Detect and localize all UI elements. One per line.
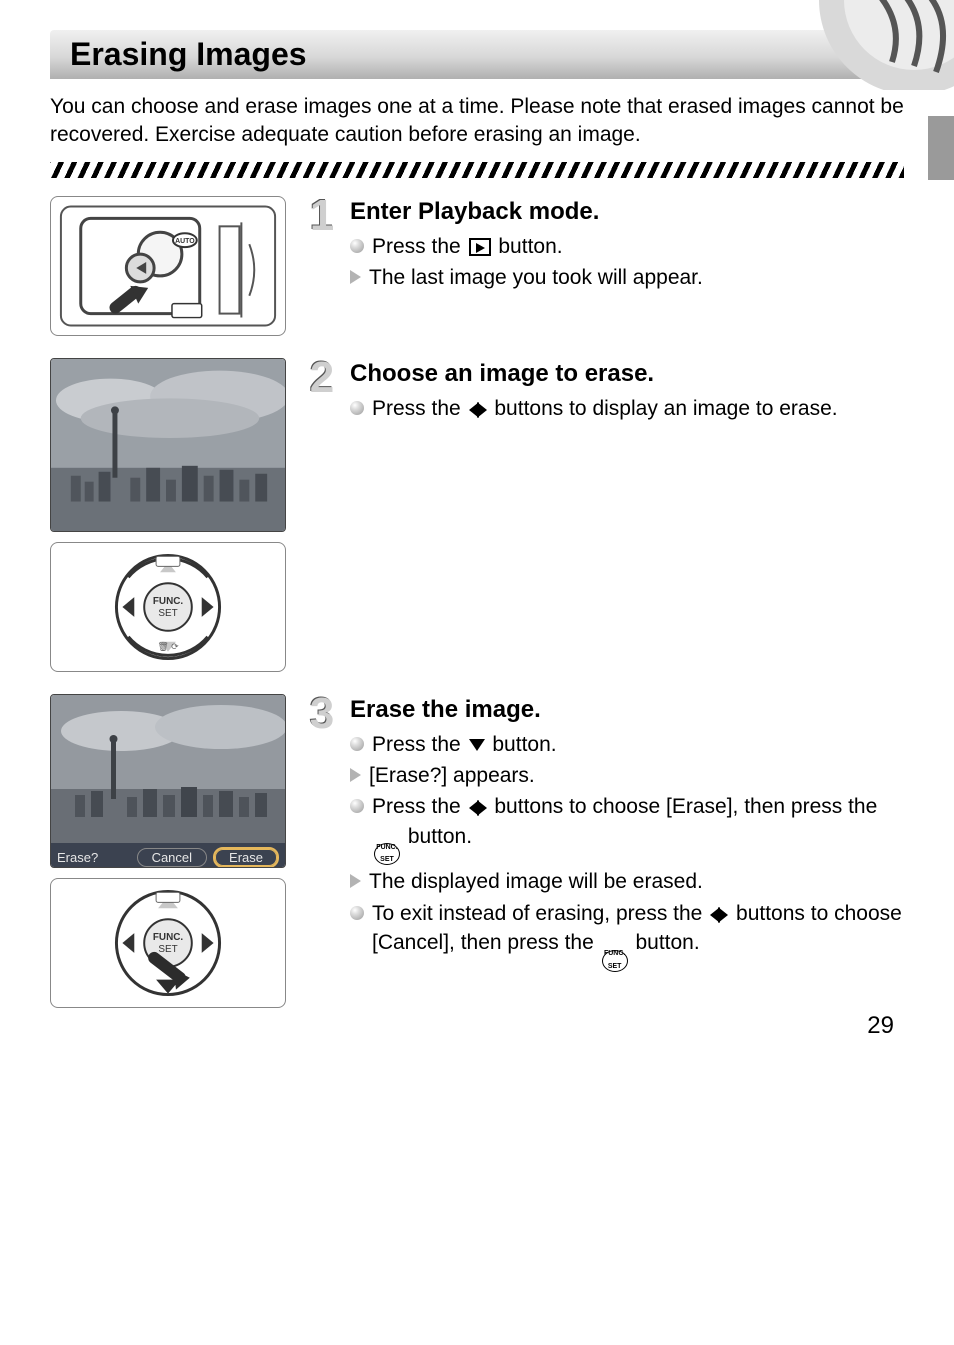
result-triangle-icon (350, 874, 361, 888)
text-fragment: Press the (372, 733, 467, 756)
text-fragment: button. (630, 931, 700, 954)
result-triangle-icon (350, 270, 361, 284)
bullet-icon (350, 799, 364, 813)
step-1-title: Enter Playback mode. (350, 198, 904, 226)
svg-text:FUNC.: FUNC. (153, 932, 184, 943)
side-tab (928, 116, 954, 180)
step-3-line-5: To exit instead of erasing, press the bu… (350, 899, 904, 972)
result-triangle-icon (350, 768, 361, 782)
step-1-line-1: Press the button. (350, 232, 904, 261)
step-1-line-2: The last image you took will appear. (350, 263, 904, 292)
erase-button[interactable]: Erase (213, 847, 279, 868)
text-fragment: button. (402, 825, 472, 848)
func-set-icon: FUNC.SET (374, 843, 400, 865)
step-number-1: 1 (304, 194, 340, 238)
bullet-icon (350, 906, 364, 920)
page-number: 29 (867, 1012, 894, 1040)
step-3-line-3: Press the buttons to choose [Erase], the… (350, 792, 904, 865)
text-fragment: Press the (372, 795, 467, 818)
step-3-line-4: The displayed image will be erased. (350, 867, 904, 896)
step-3-title: Erase the image. (350, 696, 904, 724)
text-fragment: buttons to choose [Erase], then press th… (489, 795, 878, 818)
text-fragment: button. (493, 235, 563, 258)
text-fragment: The displayed image will be erased. (369, 867, 904, 896)
dial-diagram-down-thumbnail: FUNC. SET (50, 878, 286, 1008)
svg-text:AUTO: AUTO (175, 238, 195, 245)
step-1: AUTO 1 Enter Playback mode. Press the bu… (50, 196, 904, 346)
cancel-button[interactable]: Cancel (137, 848, 207, 867)
svg-text:SET: SET (158, 944, 177, 955)
step-2: FUNC. SET 🗑 ⟳ 2 Choose an image to erase… (50, 358, 904, 682)
intro-paragraph: You can choose and erase images one at a… (50, 93, 904, 150)
text-fragment: To exit instead of erasing, press the (372, 902, 708, 925)
left-right-icon (710, 907, 728, 923)
step-3-line-2: [Erase?] appears. (350, 761, 904, 790)
left-right-icon (469, 800, 487, 816)
erase-confirm-bar: Erase? Cancel Erase (51, 843, 285, 868)
section-header: Erasing Images (50, 30, 904, 79)
bullet-icon (350, 401, 364, 415)
erase-prompt-label: Erase? (57, 850, 98, 865)
text-fragment: buttons to display an image to erase. (489, 397, 838, 420)
step-3: Erase? Cancel Erase FUNC. SET (50, 694, 904, 1018)
step-2-title: Choose an image to erase. (350, 360, 904, 388)
erase-dialog-screenshot: Erase? Cancel Erase (50, 694, 286, 868)
step-number-2: 2 (304, 356, 340, 400)
bullet-icon (350, 737, 364, 751)
playback-icon (469, 238, 491, 256)
section-title: Erasing Images (70, 36, 884, 73)
text-fragment: [Erase?] appears. (369, 761, 904, 790)
text-fragment: Press the (372, 397, 467, 420)
down-icon (469, 739, 485, 751)
func-set-icon: FUNC.SET (602, 950, 628, 972)
text-fragment: button. (487, 733, 557, 756)
camera-diagram-thumbnail: AUTO (50, 196, 286, 336)
svg-text:FUNC.: FUNC. (153, 596, 184, 607)
dial-diagram-thumbnail: FUNC. SET 🗑 ⟳ (50, 542, 286, 672)
svg-text:SET: SET (158, 608, 177, 619)
svg-text:🗑 ⟳: 🗑 ⟳ (157, 641, 179, 651)
step-3-line-1: Press the button. (350, 730, 904, 759)
step-number-3: 3 (304, 692, 340, 736)
step-2-line-1: Press the buttons to display an image to… (350, 394, 904, 423)
text-fragment: The last image you took will appear. (369, 263, 904, 292)
left-right-icon (469, 402, 487, 418)
text-fragment: Press the (372, 235, 467, 258)
cityscape-photo-thumbnail (50, 358, 286, 532)
hatched-divider (50, 162, 904, 178)
bullet-icon (350, 239, 364, 253)
